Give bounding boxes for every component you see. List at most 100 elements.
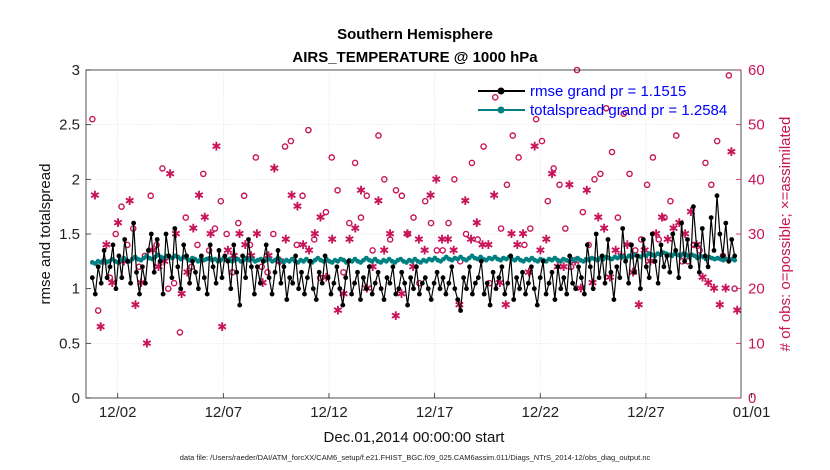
obs-possible-marker [381,176,388,183]
legend-rmse-label: rmse grand pr = 1.1515 [530,83,686,100]
rmse-marker [337,286,343,292]
rmse-marker [299,269,304,275]
obs-assimilated-marker: ✱ [535,243,545,257]
obs-possible-marker [351,159,359,167]
rmse-marker [172,226,178,231]
rmse-marker [178,286,184,292]
obs-possible-marker [451,176,458,183]
rmse-marker [175,264,181,270]
rmse-marker [699,226,705,231]
line-series [89,193,738,313]
y2-tick-label: 20 [748,281,765,298]
obs-assimilated-marker: ✱ [501,298,511,312]
obs-possible-marker [392,186,400,194]
obs-assimilated-marker: ✱ [292,200,302,214]
obs-possible-marker [445,219,452,227]
rmse-marker [181,242,187,248]
rmse-marker [402,280,408,286]
obs-assimilated-marker: ✱ [611,243,621,257]
rmse-marker [328,291,334,297]
rmse-marker [184,253,190,259]
obs-possible-marker [474,236,482,243]
rmse-marker [372,280,378,286]
rmse-marker [334,264,340,270]
obs-assimilated-marker: ✱ [715,298,725,312]
obs-possible-marker [287,137,295,145]
rmse-marker [723,220,729,226]
obs-possible-marker [602,104,610,112]
y2-tick-label: 40 [748,171,765,188]
obs-possible-marker [322,208,330,216]
rmse-marker [658,242,664,248]
rmse-marker [349,291,354,297]
rmse-marker [263,242,269,248]
obs-assimilated-marker: ✱ [125,194,135,208]
obs-possible-marker [398,192,406,200]
obs-possible-marker [252,154,260,161]
obs-assimilated-marker: ✱ [547,167,557,181]
obs-assimilated-marker: ✱ [559,260,569,274]
obs-possible-marker [480,143,487,150]
obs-assimilated-marker: ✱ [316,211,326,225]
rmse-marker [611,297,617,302]
rmse-marker [107,264,113,270]
obs-possible-marker [328,154,336,161]
rmse-marker [140,264,145,270]
y2-axis-label: # of obs: o=possible; ×=assimilated [777,117,794,352]
rmse-marker [534,302,540,308]
obs-possible-marker [702,159,709,167]
obs-assimilated-marker: ✱ [721,282,731,296]
rmse-marker [596,275,602,281]
obs-possible-marker [147,192,155,200]
rmse-marker [696,269,702,275]
obs-assimilated-marker: ✱ [171,227,181,241]
rmse-marker [511,297,517,302]
rmse-marker [570,280,575,286]
rmse-marker [134,269,139,275]
obs-assimilated-marker: ✱ [726,145,736,159]
rmse-marker [95,264,101,270]
obs-assimilated-marker: ✱ [478,238,488,252]
obs-possible-marker [468,159,476,167]
rmse-marker [137,291,142,297]
rmse-marker [529,264,534,270]
rmse-marker [414,264,419,270]
rmse-marker [664,253,670,259]
rmse-marker [526,280,531,286]
obs-assimilated-marker: ✱ [582,183,592,197]
rmse-marker [378,286,384,292]
rmse-marker [287,275,293,281]
rmse-marker [505,280,511,286]
rmse-marker [366,264,372,270]
rmse-marker [249,264,254,270]
rmse-marker [708,215,714,221]
rmse-marker [92,291,98,297]
obs-assimilated-marker: ✱ [414,232,424,246]
obs-possible-marker [170,279,178,287]
obs-assimilated-marker: ✱ [368,260,378,274]
obs-possible-marker [521,241,528,249]
obs-possible-marker [649,154,657,161]
y2-tick-label: 30 [748,226,765,243]
rmse-marker [670,231,676,237]
obs-assimilated-marker: ✱ [686,205,696,219]
rmse-marker [246,237,251,242]
obs-possible-marker [614,214,622,221]
obs-assimilated-marker: ✱ [298,238,308,252]
y-tick-label: 1 [72,281,80,298]
grid [86,70,741,398]
obs-possible-marker [94,307,102,314]
obs-possible-marker [526,225,534,232]
rmse-marker [623,258,628,264]
rmse-marker [431,280,437,286]
obs-assimilated-marker: ✱ [663,232,673,246]
rmse-marker [475,275,481,281]
rmse-marker [163,231,169,237]
obs-possible-marker [240,192,248,200]
rmse-marker [405,302,410,308]
obs-assimilated-marker: ✱ [287,189,297,203]
rmse-marker [319,280,325,286]
obs-possible-marker [439,247,446,254]
obs-possible-marker [655,236,663,243]
rmse-marker [384,275,390,281]
